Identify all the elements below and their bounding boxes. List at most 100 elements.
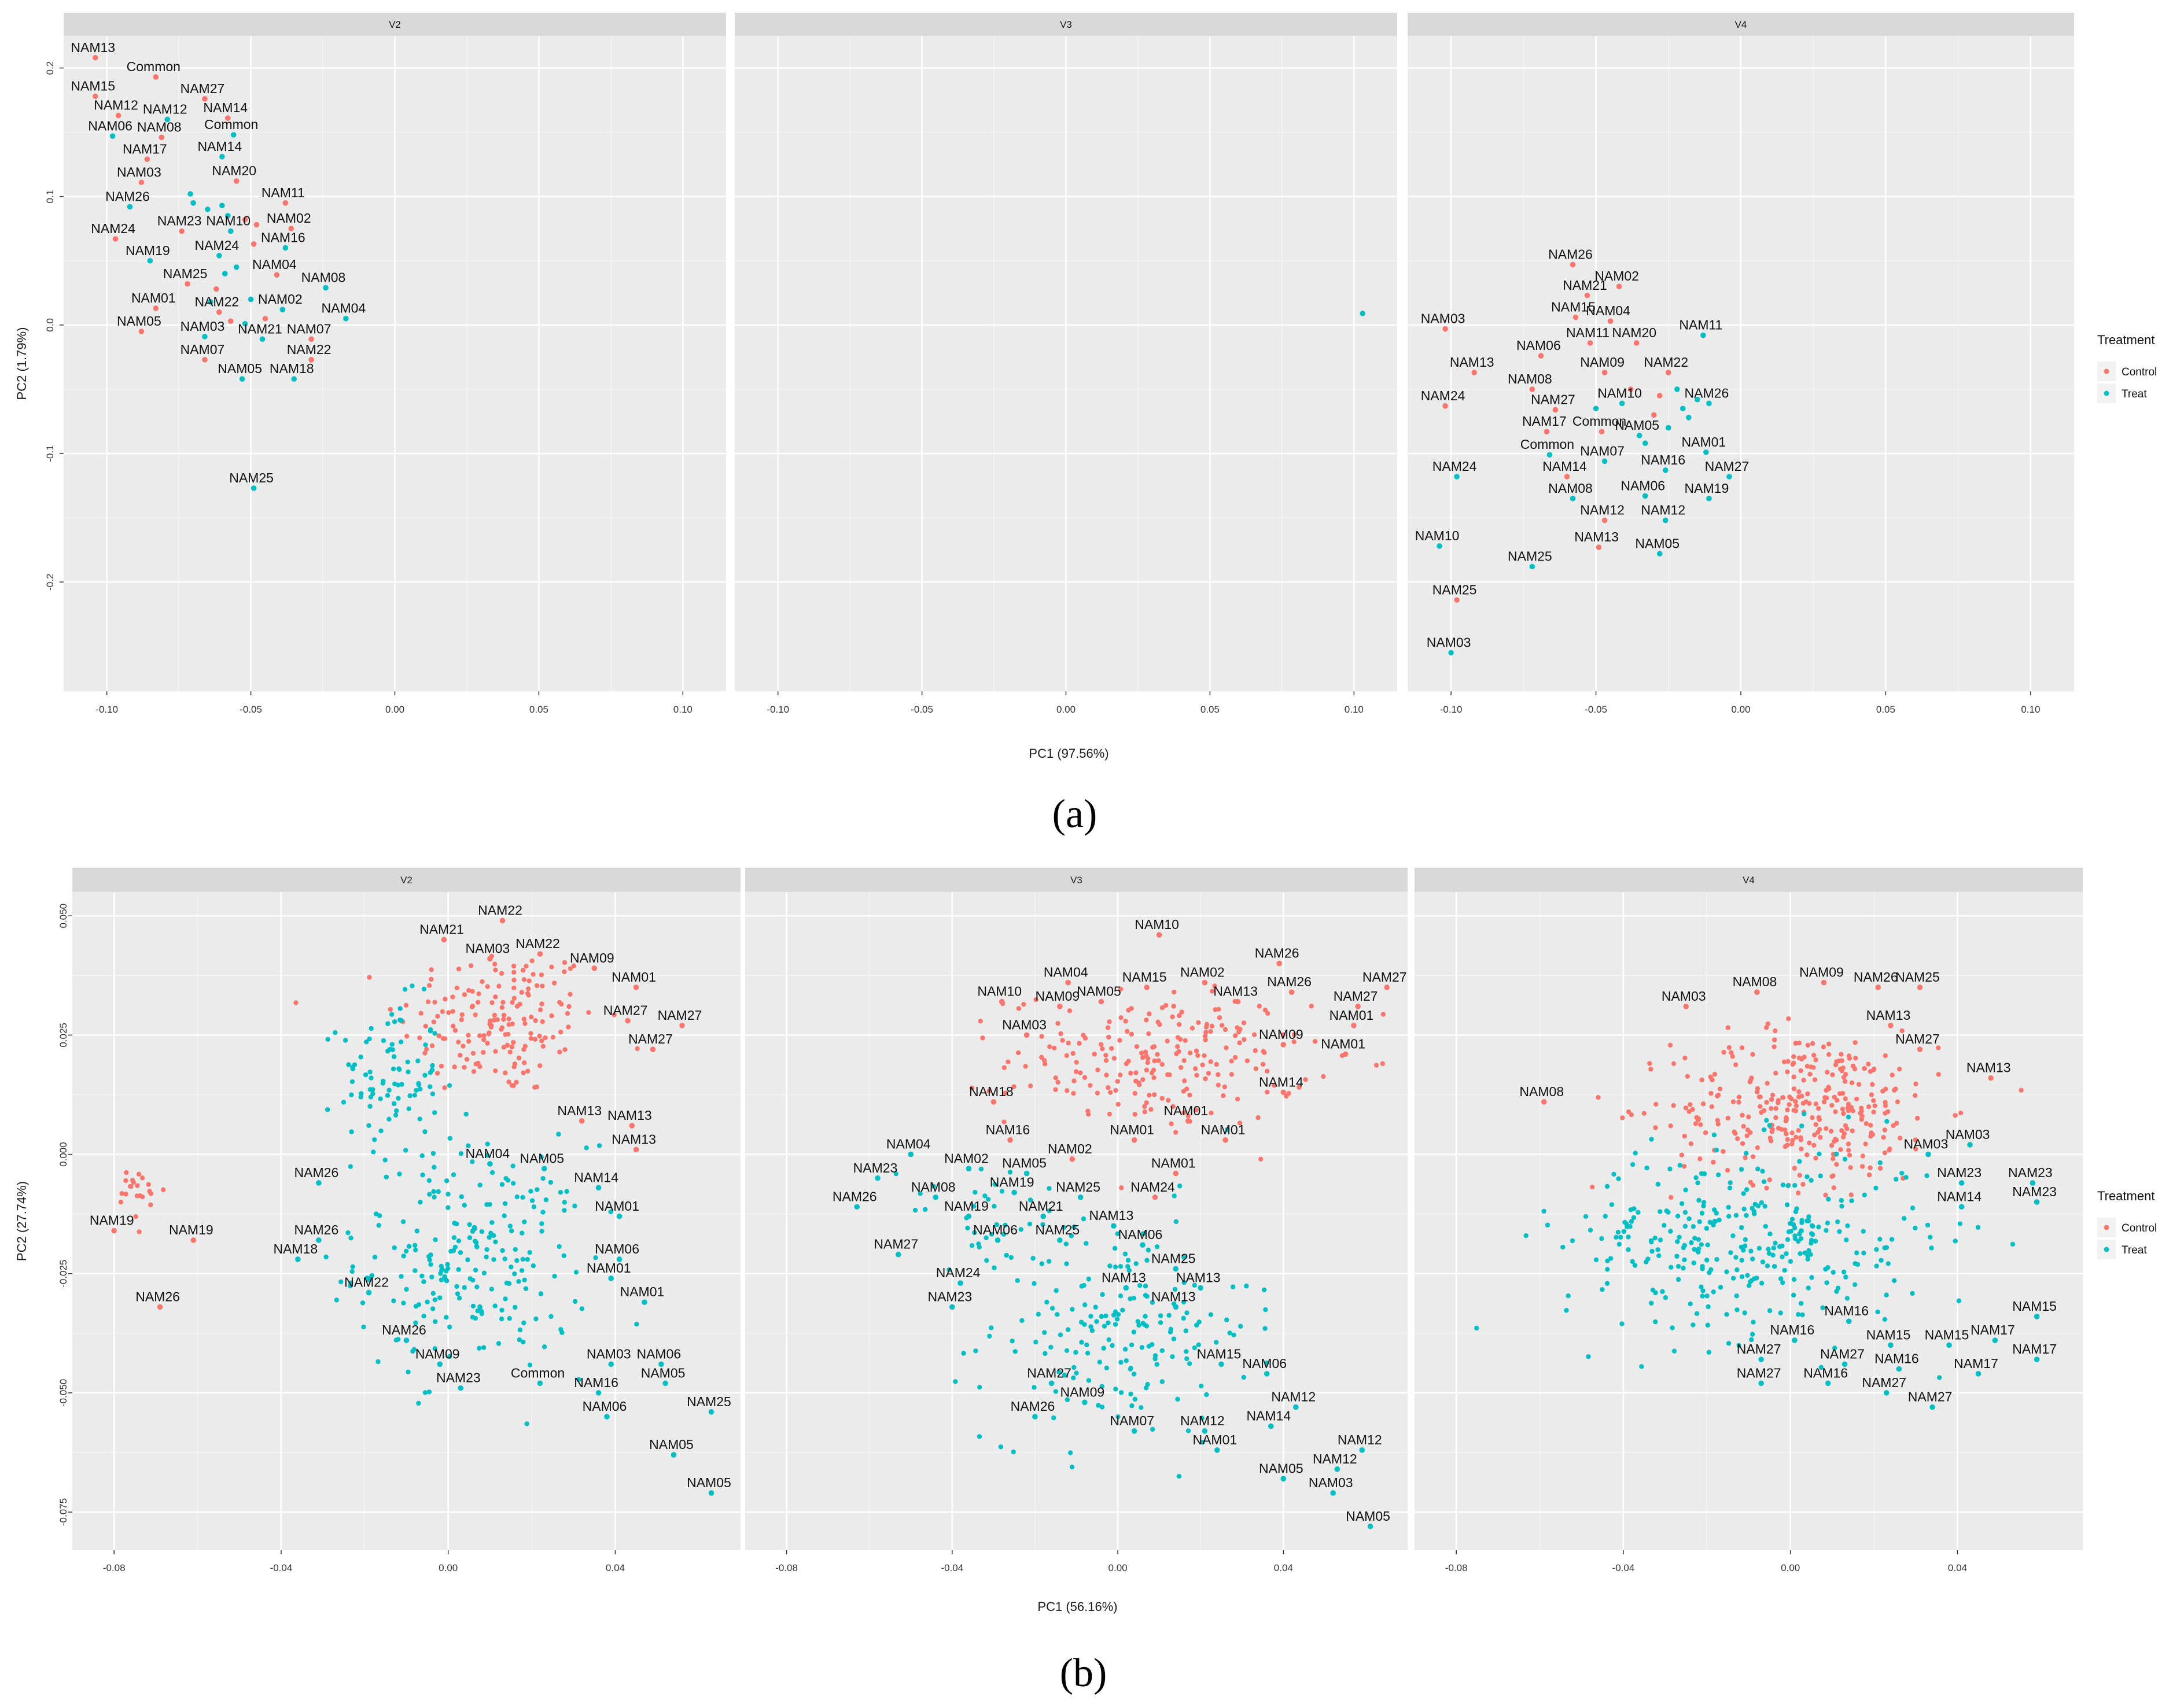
point-control [1787, 1094, 1792, 1100]
point-treat [219, 154, 225, 160]
point-control [1136, 1080, 1141, 1086]
point-control [511, 996, 517, 1001]
point-label: NAM15 [1866, 1327, 1911, 1342]
point-treat [1874, 1247, 1879, 1252]
point-treat [1691, 1224, 1696, 1229]
point-control [466, 1033, 471, 1038]
point-control [1170, 1104, 1176, 1109]
point-treat [1704, 1293, 1710, 1299]
point-label: NAM05 [520, 1151, 564, 1166]
point-control [1767, 1177, 1772, 1182]
point-label: NAM10 [1135, 917, 1179, 932]
point-control [501, 1017, 506, 1022]
point-control [425, 999, 431, 1005]
point-treat [1330, 1490, 1336, 1496]
point-control [202, 357, 208, 363]
point-treat [1199, 1383, 1204, 1389]
point-treat [978, 1166, 984, 1172]
point-treat [1546, 452, 1553, 458]
point-treat [216, 253, 222, 259]
legend-label-treat: Treat [2122, 1244, 2147, 1256]
point-label: NAM06 [583, 1399, 627, 1414]
point-treat [1046, 1259, 1052, 1264]
point-control [1587, 340, 1593, 346]
point-control [1244, 1058, 1250, 1064]
point-control [1140, 1077, 1146, 1082]
point-label: NAM16 [986, 1122, 1030, 1137]
point-control [1745, 1127, 1751, 1133]
point-treat [451, 1235, 457, 1240]
point-label: NAM19 [990, 1175, 1034, 1190]
point-control [1839, 1052, 1844, 1057]
point-treat [1198, 1285, 1203, 1291]
point-label: NAM25 [229, 470, 274, 485]
point-control [1860, 1153, 1865, 1159]
point-treat [392, 1019, 397, 1024]
point-control [440, 1009, 445, 1015]
point-label: NAM08 [1519, 1084, 1564, 1099]
point-control [485, 1041, 490, 1046]
point-treat [1173, 1219, 1179, 1225]
point-treat [437, 1295, 443, 1300]
point-control [517, 1001, 522, 1007]
point-treat [1677, 1163, 1682, 1168]
point-treat [414, 1228, 420, 1234]
point-control [1312, 1039, 1318, 1044]
point-treat [520, 1256, 526, 1262]
point-control [92, 93, 98, 99]
point-treat [1802, 1111, 1807, 1116]
point-treat [1011, 1449, 1016, 1455]
point-treat [1159, 1348, 1165, 1354]
point-control [92, 54, 98, 61]
point-treat [1137, 1283, 1143, 1288]
point-label: NAM06 [1242, 1356, 1287, 1371]
point-control [1798, 1137, 1803, 1142]
point-treat [1139, 1405, 1144, 1410]
point-treat [1176, 1474, 1182, 1479]
point-treat [487, 1234, 492, 1240]
point-treat [1680, 405, 1686, 412]
point-treat [564, 1189, 569, 1194]
point-control [2019, 1087, 2024, 1093]
point-control [1187, 1050, 1193, 1056]
point-treat [323, 285, 329, 291]
point-treat [1862, 1192, 1867, 1198]
point-treat [1846, 1114, 1851, 1120]
point-treat [1113, 1387, 1118, 1392]
point-treat [1682, 1257, 1687, 1263]
point-treat [393, 1112, 399, 1118]
point-treat [1618, 1234, 1623, 1240]
point-label: NAM26 [1854, 969, 1898, 985]
point-treat [456, 1267, 461, 1272]
point-treat [455, 1291, 461, 1296]
point-treat [1706, 400, 1712, 407]
point-control [1841, 1111, 1846, 1116]
point-control [1712, 1071, 1718, 1077]
point-treat [1817, 1151, 1822, 1157]
point-treat [527, 1362, 533, 1367]
point-label: NAM05 [1346, 1509, 1390, 1524]
point-treat [1831, 1270, 1836, 1275]
point-treat [492, 1303, 498, 1308]
point-treat [1692, 1247, 1697, 1252]
point-control [1166, 1097, 1171, 1103]
point-treat [259, 336, 266, 342]
point-control [1144, 1017, 1149, 1023]
point-control [1145, 1060, 1150, 1066]
point-treat [595, 1185, 602, 1191]
point-treat [1629, 1219, 1634, 1224]
point-treat [349, 1092, 354, 1097]
point-control [1202, 1033, 1208, 1039]
point-control [1799, 1093, 1804, 1099]
point-treat [1796, 1312, 1801, 1317]
point-treat [1175, 1396, 1180, 1402]
point-control [213, 286, 219, 292]
point-control [450, 1023, 456, 1029]
point-control [1224, 1045, 1229, 1050]
point-label: NAM04 [252, 257, 297, 272]
point-treat [1183, 1328, 1189, 1333]
point-treat [1027, 1197, 1033, 1203]
point-control [1016, 1006, 1022, 1011]
point-control [1789, 1141, 1795, 1146]
point-control [514, 1079, 519, 1085]
